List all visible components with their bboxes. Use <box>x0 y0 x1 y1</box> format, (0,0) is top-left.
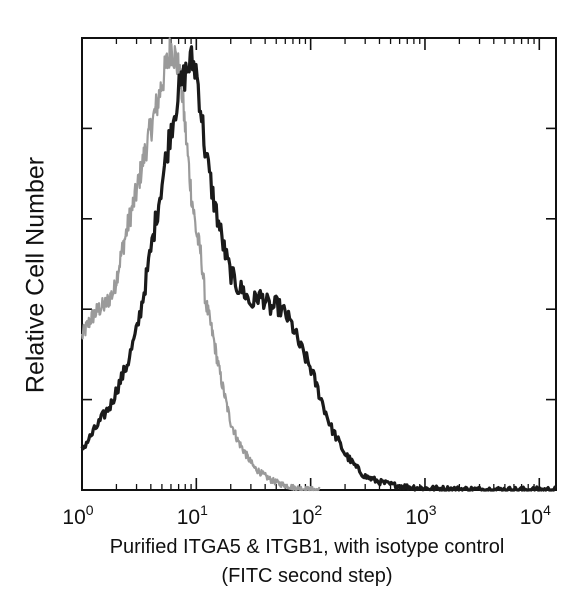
x-tick-label: 104 <box>520 502 551 529</box>
isotype-control-histogram <box>80 37 321 492</box>
x-tick-label-base: 10 <box>405 506 428 529</box>
x-tick-label: 100 <box>62 502 93 529</box>
y-axis-label: Relative Cell Number <box>21 156 50 394</box>
x-tick-label-base: 10 <box>291 506 314 529</box>
x-tick-label-exponent: 0 <box>86 502 94 518</box>
x-tick-label-base: 10 <box>520 506 543 529</box>
plot-frame <box>81 37 557 491</box>
x-tick-label: 103 <box>405 502 436 529</box>
x-tick-label-exponent: 4 <box>543 502 551 518</box>
x-tick-label-exponent: 1 <box>200 502 208 518</box>
y-axis-label-container: Relative Cell Number <box>12 60 60 490</box>
x-axis-label-line-1: Purified ITGA5 & ITGB1, with isotype con… <box>109 536 505 558</box>
x-tick-label-exponent: 2 <box>314 502 322 518</box>
x-axis-label-line-2: (FITC second step) <box>221 565 393 587</box>
x-tick-label: 102 <box>291 502 322 529</box>
x-tick-label-base: 10 <box>177 506 200 529</box>
x-tick-label: 101 <box>177 502 208 529</box>
itga5-itgb1-histogram <box>80 45 557 492</box>
x-tick-label-base: 10 <box>62 506 85 529</box>
x-tick-label-exponent: 3 <box>429 502 437 518</box>
